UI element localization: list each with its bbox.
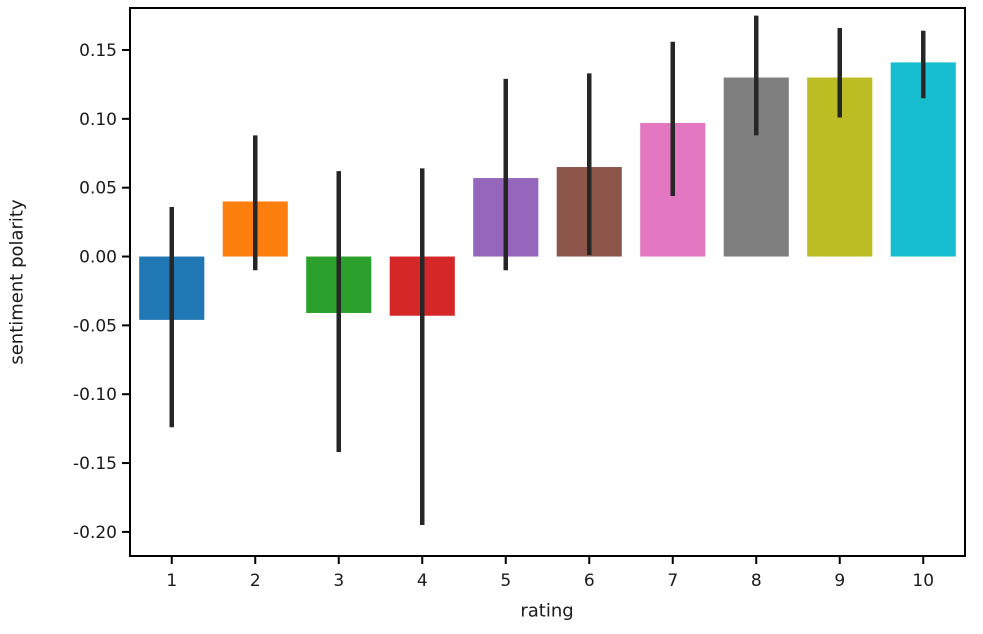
x-tick-label: 8: [751, 571, 762, 591]
x-tick-label: 6: [584, 571, 595, 591]
x-tick-label: 3: [333, 571, 344, 591]
y-tick-label: 0.15: [79, 41, 117, 61]
y-tick-label: -0.10: [73, 385, 117, 405]
x-tick-label: 2: [250, 571, 261, 591]
y-tick-label: 0.00: [79, 248, 117, 268]
x-axis-label: rating: [520, 600, 574, 622]
x-tick-label: 1: [166, 571, 177, 591]
y-tick-label: -0.20: [73, 523, 117, 543]
y-tick-label: 0.05: [79, 179, 117, 199]
x-tick-label: 9: [834, 571, 845, 591]
x-tick-label: 4: [417, 571, 428, 591]
y-axis-label: sentiment polarity: [6, 199, 28, 365]
x-tick-label: 10: [912, 571, 934, 591]
y-tick-label: -0.15: [73, 454, 117, 474]
y-tick-label: 0.10: [79, 110, 117, 130]
plot-frame: [129, 7, 966, 557]
x-tick-label: 5: [500, 571, 511, 591]
y-tick-label: -0.05: [73, 316, 117, 336]
x-tick-label: 7: [667, 571, 678, 591]
